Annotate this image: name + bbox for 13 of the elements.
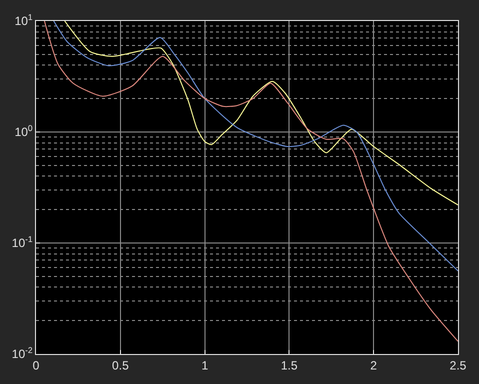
y-tick-label: 10$^{-1}$ bbox=[12, 234, 33, 250]
x-tick-label: 0.5 bbox=[112, 358, 130, 372]
x-tick-label: 2.5 bbox=[450, 358, 467, 372]
x-tick-label: 2 bbox=[370, 358, 378, 372]
x-tick-label: 0 bbox=[32, 358, 40, 372]
y-tick-label: 10$^{1}$ bbox=[14, 12, 33, 28]
line-series bbox=[44, 21, 458, 342]
y-tick-label: 10$^{-2}$ bbox=[12, 345, 33, 362]
line-series bbox=[64, 21, 458, 206]
x-tick-label: 1 bbox=[201, 358, 208, 372]
line-series bbox=[53, 21, 458, 272]
y-tick-label: 10$^{0}$ bbox=[14, 123, 33, 140]
x-tick-label: 1.5 bbox=[280, 358, 298, 372]
